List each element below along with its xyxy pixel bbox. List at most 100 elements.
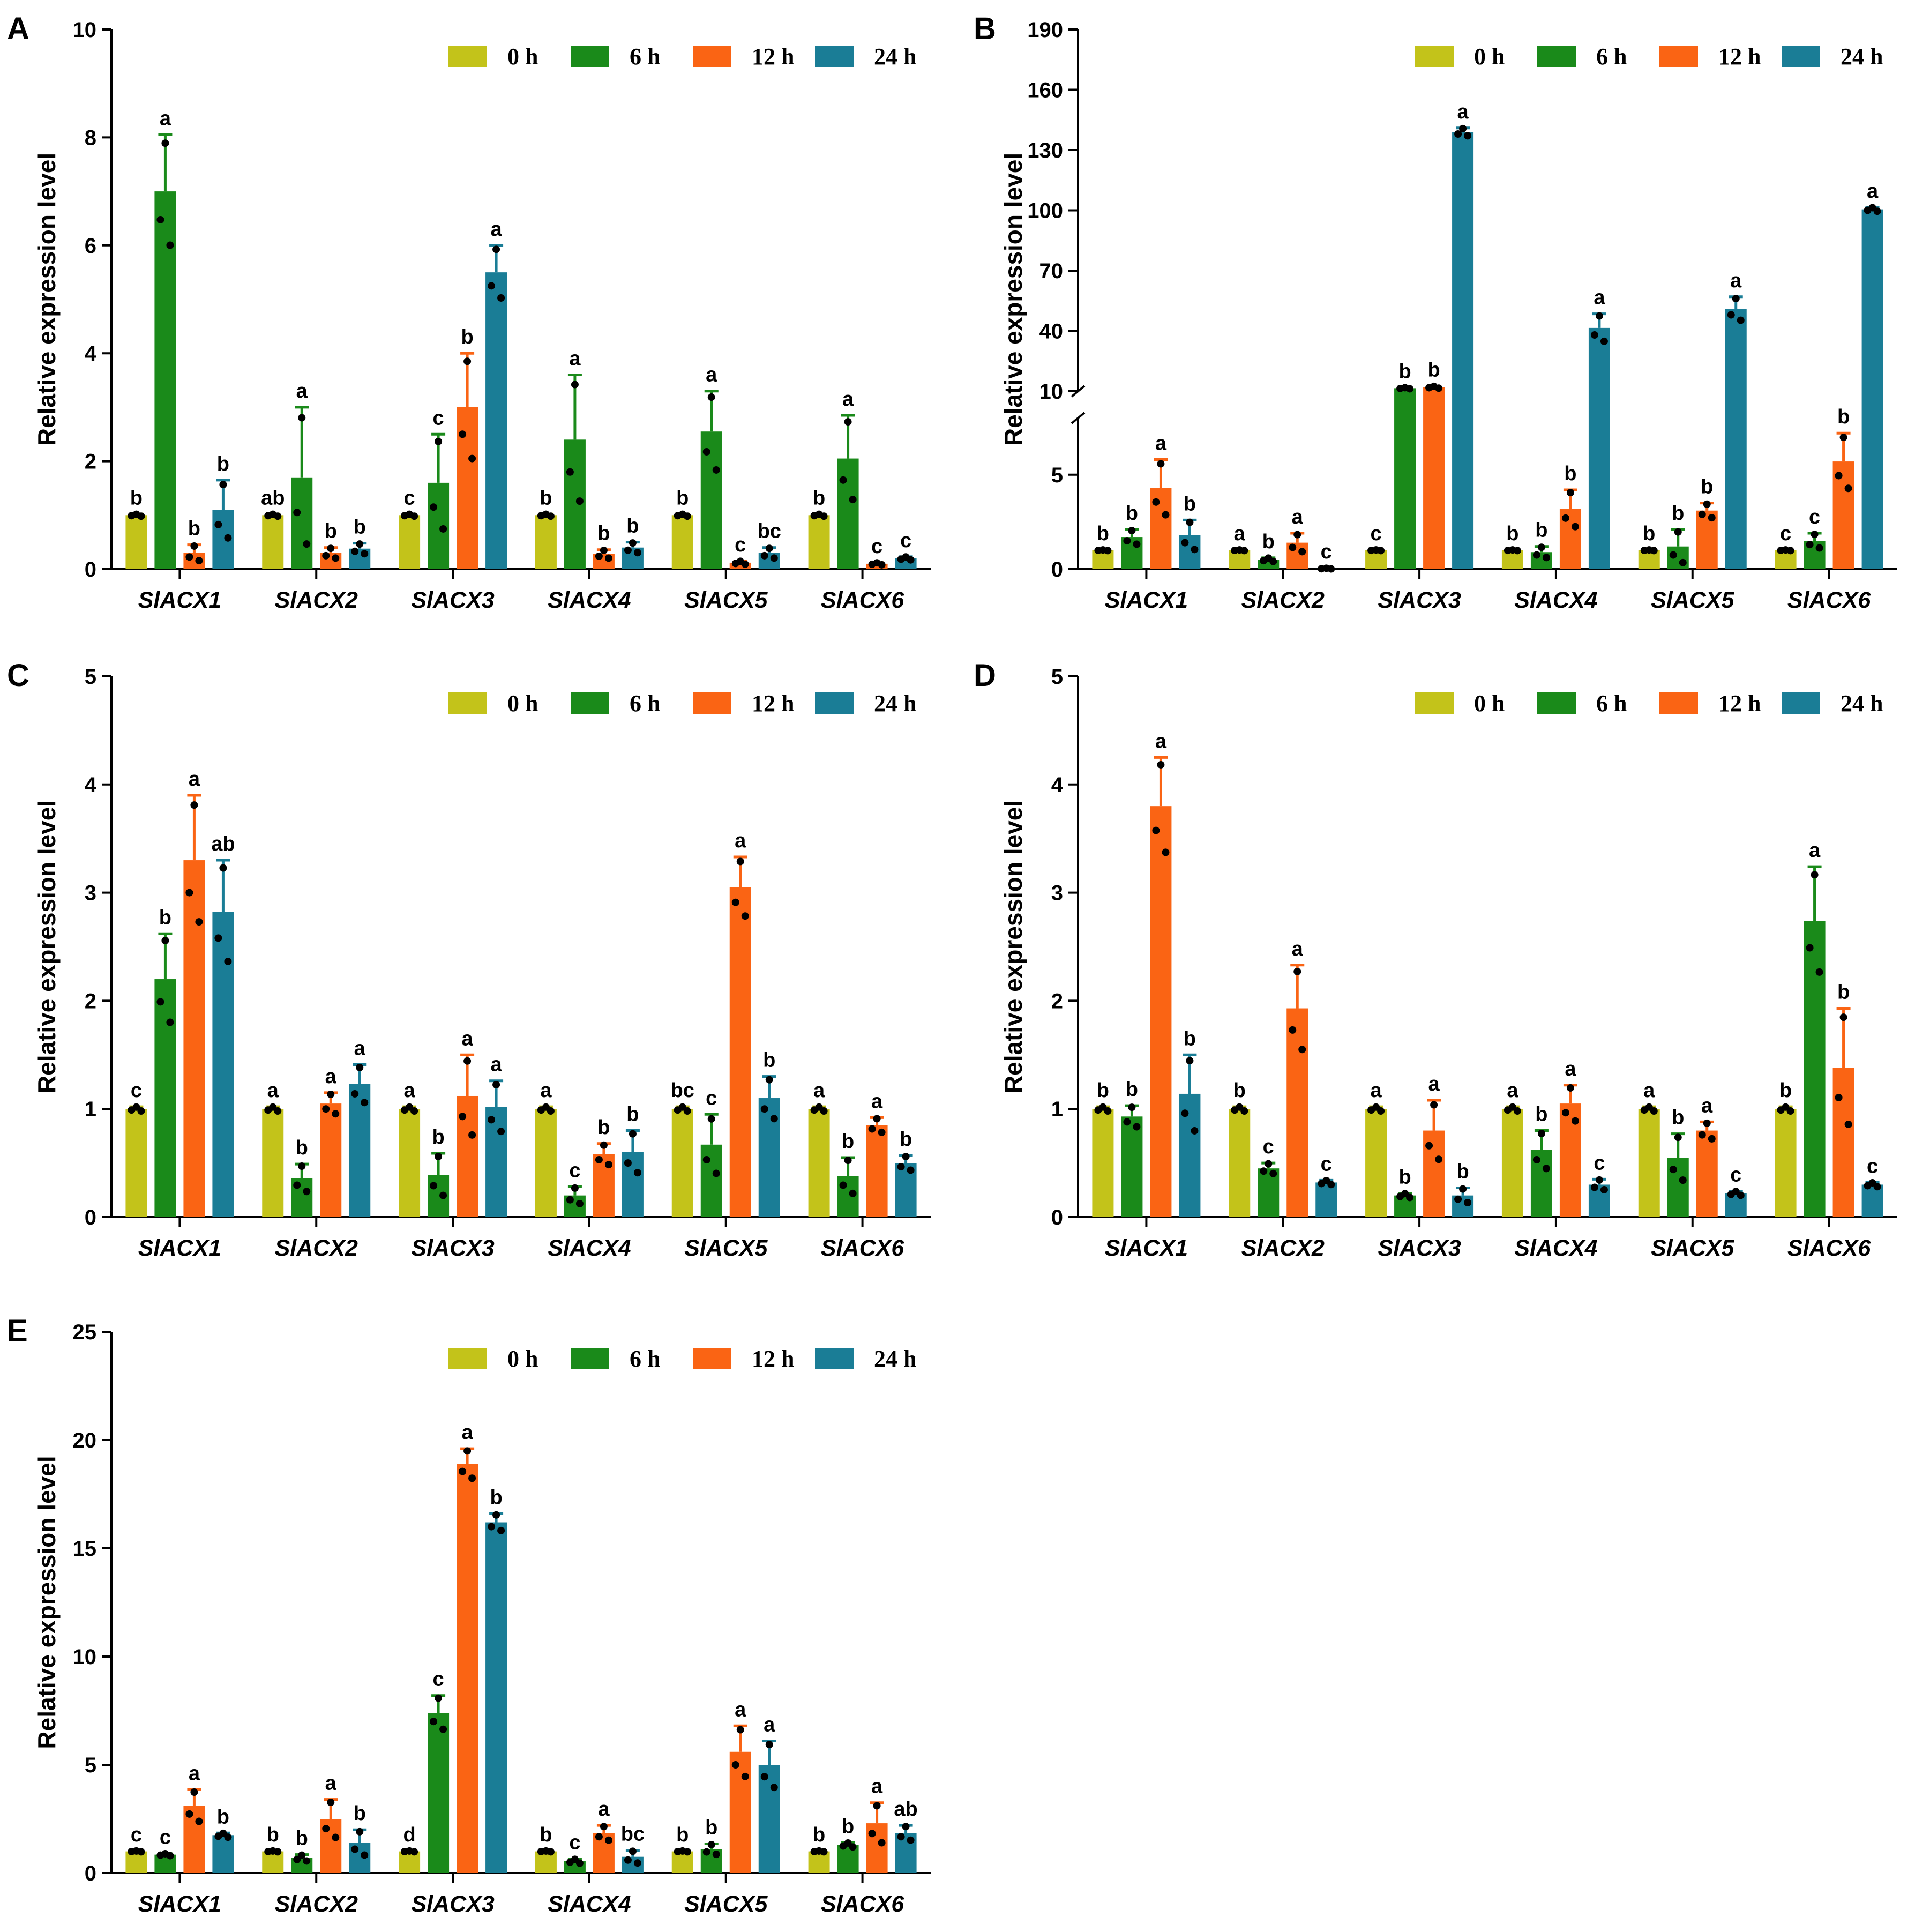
bar (1452, 132, 1474, 569)
significance-label: b (1398, 1166, 1411, 1189)
bar (262, 1851, 284, 1873)
bar (866, 1823, 888, 1873)
data-point (1703, 1119, 1711, 1127)
data-point (1542, 1165, 1550, 1173)
data-point (1459, 1185, 1467, 1193)
data-point (137, 1848, 145, 1856)
data-point (566, 1196, 574, 1204)
data-point (1727, 311, 1735, 319)
data-point (736, 857, 744, 866)
data-point (575, 1859, 584, 1867)
significance-label: a (491, 1054, 503, 1076)
data-point (327, 544, 335, 553)
significance-label: b (626, 1103, 639, 1126)
bar (125, 1851, 147, 1873)
data-point (1464, 1199, 1472, 1207)
data-point (1571, 1117, 1579, 1125)
bar (183, 1806, 205, 1873)
y-tick-label: 3 (1051, 882, 1063, 905)
data-point (1269, 1169, 1277, 1177)
data-point (1844, 484, 1852, 493)
bar (535, 1109, 557, 1217)
significance-label: b (626, 515, 639, 538)
legend-entry: 6 h (630, 690, 660, 717)
data-point (629, 1130, 637, 1138)
significance-label: b (188, 518, 200, 540)
y-tick-label: 2 (85, 989, 96, 1013)
data-point (1157, 460, 1165, 468)
significance-label: a (1155, 432, 1167, 455)
panel-letter: A (7, 11, 29, 46)
data-point (1231, 547, 1239, 555)
data-point (1260, 557, 1268, 565)
data-point (702, 1156, 710, 1164)
y-tick-label: 4 (85, 773, 97, 797)
data-point (760, 551, 768, 560)
significance-label: c (160, 1826, 171, 1849)
data-point (430, 1718, 438, 1726)
data-point (595, 1156, 603, 1164)
data-point (897, 1833, 905, 1841)
data-point (1777, 1106, 1785, 1114)
legend-entry: 24 h (874, 1346, 916, 1372)
data-point (765, 1741, 773, 1749)
bar (1365, 1109, 1387, 1217)
data-point (488, 1523, 496, 1531)
x-tick-label: SlACX2 (275, 587, 358, 613)
significance-label: a (491, 218, 503, 241)
bar (320, 1103, 342, 1217)
data-point (435, 1694, 443, 1702)
x-tick-label: SlACX5 (1651, 1235, 1734, 1261)
data-point (1839, 434, 1847, 442)
data-point (566, 1858, 574, 1866)
significance-label: b (217, 1806, 229, 1828)
significance-label: c (1594, 1152, 1605, 1174)
bar (183, 860, 205, 1217)
data-point (410, 1107, 418, 1115)
data-point (1377, 1107, 1385, 1115)
legend-entry: 12 h (752, 1346, 794, 1372)
bar (1804, 921, 1826, 1217)
data-point (298, 1162, 306, 1170)
legend-swatch (1415, 46, 1454, 67)
data-point (1864, 206, 1872, 214)
y-tick-label: 70 (1039, 259, 1064, 283)
data-point (1811, 871, 1819, 879)
data-point (195, 1817, 203, 1825)
bar (729, 887, 751, 1217)
data-point (600, 546, 608, 554)
data-point (1669, 1166, 1677, 1174)
significance-label: a (1730, 270, 1742, 292)
legend-swatch (815, 46, 854, 67)
significance-label: c (433, 407, 444, 429)
data-point (839, 1842, 847, 1850)
data-point (810, 1106, 818, 1114)
significance-label: b (1672, 502, 1684, 525)
significance-label: b (842, 1815, 854, 1838)
bar (535, 1851, 557, 1873)
bar (758, 1765, 780, 1873)
data-point (274, 1107, 282, 1115)
data-point (1650, 547, 1658, 555)
data-point (161, 139, 169, 147)
y-tick-label: 0 (85, 558, 96, 581)
data-point (1260, 1167, 1268, 1175)
data-point (274, 512, 282, 520)
significance-label: ab (211, 833, 235, 855)
data-point (1835, 472, 1843, 480)
data-point (1708, 1135, 1716, 1143)
legend-swatch (448, 692, 487, 714)
bar (154, 191, 176, 570)
data-point (322, 1105, 330, 1113)
data-point (293, 1855, 301, 1863)
data-point (356, 1827, 364, 1836)
x-tick-label: SlACX6 (821, 587, 904, 613)
significance-label: b (296, 1827, 308, 1850)
data-point (1806, 944, 1814, 952)
data-point (1595, 1176, 1603, 1184)
data-point (303, 1857, 311, 1865)
data-point (1327, 565, 1335, 573)
significance-label: a (1292, 506, 1304, 528)
data-point (600, 1823, 608, 1831)
